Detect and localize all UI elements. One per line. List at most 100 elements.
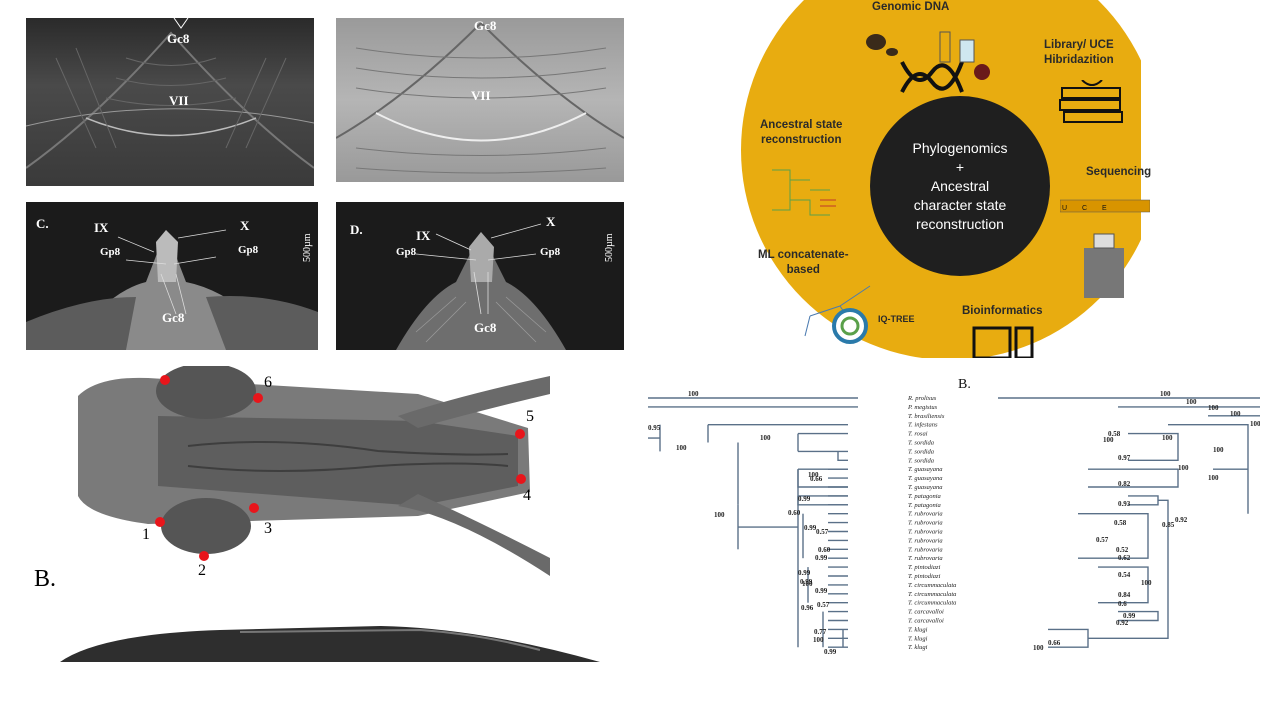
taxon-label: T. brasiliensis: [908, 413, 945, 420]
workflow-step-ml: ML concatenate- based: [758, 249, 849, 276]
tree-branch: [1098, 566, 1149, 604]
landmark-1: 1: [142, 526, 150, 543]
taxon-label: T. patagonia: [908, 502, 941, 509]
head-drawing: [78, 366, 550, 576]
support-value: 100: [1213, 446, 1224, 454]
workflow-center: Phylogenomics + Ancestral character stat…: [870, 96, 1050, 276]
support-value: 0.99: [824, 648, 837, 656]
panel-letter-d: D.: [350, 222, 363, 237]
support-value: 0.82: [1118, 480, 1131, 488]
iqtree-label: IQ-TREE: [878, 314, 915, 324]
label-vii: VII: [471, 88, 491, 103]
sem-texture: [336, 21, 624, 174]
taxon-label: T. guasayana: [908, 466, 943, 473]
tree-branch: [1088, 499, 1169, 639]
support-value: 100: [1178, 464, 1189, 472]
books-icon: [1059, 80, 1123, 123]
support-value: 100: [1208, 474, 1219, 482]
support-value: 0.99: [815, 554, 828, 562]
lateral-head-image: [60, 620, 600, 662]
support-value: 100: [1186, 398, 1197, 406]
label-gc8: Gc8: [162, 310, 185, 325]
label-gp8: Gp8: [540, 246, 561, 258]
workflow-step-bioinformatics: Bioinformatics: [962, 305, 1043, 317]
workflow-center-text: Phylogenomics + Ancestral character stat…: [912, 139, 1008, 232]
tree-branch: [1088, 468, 1179, 488]
workflow-step-ancestral: Ancestral state reconstruction: [760, 119, 843, 146]
support-value: 100: [760, 434, 771, 442]
taxon-label: T. circummaculata: [908, 600, 956, 607]
seq-letter-c: C: [1082, 205, 1087, 212]
phylogeny-icon: [772, 169, 836, 216]
landmark-point: [249, 503, 259, 513]
taxon-label: T. klugi: [908, 644, 928, 651]
scale-bar-label: 500µm: [302, 233, 313, 262]
seq-letter-u: U: [1062, 205, 1067, 212]
support-value: 0.99: [800, 578, 813, 586]
support-value: 0.85: [1162, 521, 1175, 529]
taxon-label: T. carcavalloi: [908, 618, 944, 625]
sem-image-top-left: Gc8 VII: [26, 18, 314, 186]
sem-texture: [26, 229, 318, 350]
sem-image-panel-c: C. IX X Gp8 Gp8 Gc8 500µm: [26, 202, 318, 350]
taxon-label: R. prolixus: [907, 395, 937, 402]
label-ix: IX: [94, 220, 109, 235]
support-value: 0.60: [788, 509, 801, 517]
tree-branch: [837, 451, 848, 461]
tree-branch: [1128, 495, 1159, 506]
support-value: 0.57: [1096, 536, 1109, 544]
support-value: 0.57: [817, 601, 830, 609]
tree-branch: [1078, 513, 1149, 559]
support-value: 0.99: [815, 587, 828, 595]
support-value: 0.99: [1123, 612, 1136, 620]
taxon-label: T. guasayana: [908, 484, 943, 491]
dna-icon: [866, 31, 990, 93]
support-value: 100: [813, 636, 824, 644]
support-value: 100: [1160, 390, 1171, 398]
sequencer-icon: U C E: [1060, 199, 1150, 298]
landmark-3: 3: [264, 520, 272, 537]
support-value: 0.99: [798, 569, 811, 577]
label-x: X: [240, 218, 250, 233]
landmark-6: 6: [264, 374, 272, 391]
label-x: X: [546, 214, 556, 229]
label-gp8: Gp8: [396, 246, 417, 258]
landmark-point: [516, 474, 526, 484]
tree-branch: [1168, 424, 1249, 514]
support-value: 100: [1033, 644, 1044, 652]
label-gp8: Gp8: [238, 244, 259, 256]
computer-icon: [972, 326, 1034, 358]
taxon-label: T. sordida: [908, 457, 934, 464]
label-gc8: Gc8: [167, 31, 190, 46]
support-value: 100: [714, 511, 725, 519]
taxon-label: T. sordida: [908, 440, 934, 447]
tree-branch: [797, 432, 848, 453]
taxon-label: T. circummaculata: [908, 582, 956, 589]
support-value: 0.58: [1114, 519, 1127, 527]
support-value: 0.84: [1118, 591, 1131, 599]
support-value: 0.95: [648, 424, 661, 432]
tree-icon: [804, 285, 871, 344]
support-value: 0.60: [818, 546, 831, 554]
support-value: 0.96: [801, 604, 814, 612]
taxon-label: T. rubrovaria: [908, 555, 943, 562]
taxon-label: T. pintodiazi: [908, 564, 941, 571]
support-value: 0.93: [1118, 500, 1131, 508]
support-value: 0.54: [1118, 571, 1131, 579]
sem-image-top-right: Gc8 VII: [336, 18, 624, 182]
taxon-label: T. rosai: [908, 431, 928, 438]
landmark-4: 4: [523, 487, 531, 504]
support-value: 0.99: [804, 524, 817, 532]
phylogenetic-tree-figure: R. prolixus P. megistus T. brasiliensis T. …: [648, 377, 1260, 656]
workflow-step-sequencing: Sequencing: [1086, 166, 1152, 178]
sem-image-panel-d: D. IX X Gp8 Gp8 Gc8 500µm: [336, 202, 624, 350]
landmark-5: 5: [526, 408, 534, 425]
taxon-label: T. klugi: [908, 626, 928, 633]
tree-branch: [1118, 610, 1159, 622]
tree-branch: [1128, 432, 1179, 461]
support-value: 100: [676, 444, 687, 452]
support-value: 0.57: [816, 528, 829, 536]
support-value: 100: [688, 390, 699, 398]
support-value: 0.52: [1116, 546, 1129, 554]
tree-panel-label-b: B.: [958, 377, 971, 392]
